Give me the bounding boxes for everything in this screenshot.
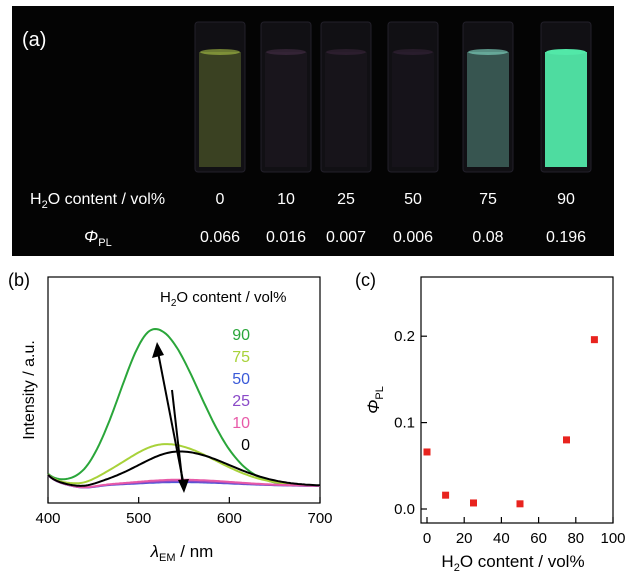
vial (320, 21, 372, 173)
x-tick-label: 600 (217, 510, 242, 527)
sample-labels: 0 0.066 10 0.016 25 0.007 50 0.006 75 0.08 90 0.196 (200, 191, 586, 246)
increase-arrow (156, 346, 184, 482)
x-tick-label: 700 (307, 510, 332, 527)
vial-liquid (325, 52, 367, 167)
quantum-yield-chart: (c) 0 20 40 60 80 100 0.0 0.1 0.2 ΦPL H2O conten… (355, 270, 626, 574)
x-tick-label: 500 (126, 510, 151, 527)
data-point (442, 491, 450, 499)
panel-c: (c) 0 20 40 60 80 100 0.0 0.1 0.2 ΦPL H2O conten… (335, 262, 626, 579)
panel-b: (b) 400 500 600 700 90 75 50 25 10 0 H2O content… (0, 262, 335, 579)
data-point (423, 448, 431, 456)
spectra-curves (47, 327, 321, 489)
spectrum-line (47, 327, 320, 487)
y-tick-label: 0.1 (394, 415, 415, 432)
spectra-chart: (b) 400 500 600 700 90 75 50 25 10 0 H2O content… (8, 270, 333, 564)
vial (260, 21, 312, 173)
vial (540, 21, 592, 173)
legend-entry: 25 (232, 393, 250, 410)
vial-liquid (392, 52, 434, 167)
vial-group (194, 21, 592, 173)
h2o-content-value: 50 (404, 191, 422, 208)
phi-pl-value: 0.196 (546, 229, 586, 246)
decrease-arrowhead (178, 479, 189, 493)
panel-b-label: (b) (8, 270, 30, 290)
legend: 90 75 50 25 10 0 (232, 327, 250, 454)
phi-pl-row-label: ΦPL (84, 227, 112, 249)
vial-liquid (199, 52, 241, 167)
h2o-content-value: 0 (216, 191, 225, 208)
spectrum-line (47, 450, 320, 487)
x-tick-label: 20 (456, 530, 473, 547)
increase-arrowhead (152, 342, 164, 358)
vial-liquid (467, 52, 509, 167)
data-point (590, 336, 598, 344)
legend-entry: 10 (232, 415, 250, 432)
trend-arrows (152, 342, 189, 493)
vial-liquid (265, 52, 307, 167)
y-axis-label: Intensity / a.u. (21, 340, 38, 440)
x-tick-label: 400 (35, 510, 60, 527)
phi-pl-value: 0.007 (326, 229, 366, 246)
x-tick-label: 0 (423, 530, 431, 547)
plot-frame (47, 276, 321, 504)
phi-pl-value: 0.066 (200, 229, 240, 246)
y-tick-label: 0.2 (394, 328, 415, 345)
x-tick-label: 100 (600, 530, 625, 547)
x-axis-label: λEM / nm (150, 542, 214, 564)
x-tick-label: 80 (567, 530, 584, 547)
h2o-content-value: 90 (557, 191, 575, 208)
panel-a-label: (a) (22, 29, 46, 51)
phi-pl-value: 0.08 (472, 229, 503, 246)
plot-frame (420, 276, 614, 524)
data-point (470, 499, 477, 507)
panel-a: (a) 0 0.066 10 0.016 25 0.007 50 0.006 75 0.08 90 0… (0, 0, 626, 260)
vial (462, 21, 514, 173)
data-points (423, 336, 598, 508)
legend-entry: 75 (232, 349, 250, 366)
y-axis-label: ΦPL (364, 386, 386, 414)
spectrum-line (47, 443, 320, 487)
h2o-content-value: 75 (479, 191, 497, 208)
y-tick-label: 0.0 (394, 501, 415, 518)
x-axis-ticks: 400 500 600 700 (35, 497, 333, 527)
h2o-content-row-label: H2O content / vol% (30, 191, 165, 211)
x-tick-label: 40 (493, 530, 510, 547)
vial-liquid (545, 52, 587, 167)
legend-entry: 50 (232, 371, 250, 388)
vial (194, 21, 246, 173)
axis-ticks: 0 20 40 60 80 100 0.0 0.1 0.2 (394, 328, 625, 547)
phi-pl-value: 0.016 (266, 229, 306, 246)
x-axis-label: H2O content / vol% (441, 552, 584, 574)
x-tick-label: 60 (530, 530, 547, 547)
vial (387, 21, 439, 173)
vial-photo: (a) 00.066100.016250.007500.006750.08900… (12, 6, 614, 256)
decrease-arrow (171, 389, 184, 488)
h2o-content-value: 25 (337, 191, 355, 208)
data-point (516, 500, 524, 508)
panel-c-label: (c) (355, 270, 376, 290)
legend-entry: 0 (241, 437, 250, 454)
legend-title: H2O content / vol% (160, 289, 286, 309)
legend-entry: 90 (232, 327, 250, 344)
phi-pl-value: 0.006 (393, 229, 433, 246)
h2o-content-value: 10 (277, 191, 295, 208)
data-point (563, 436, 570, 444)
